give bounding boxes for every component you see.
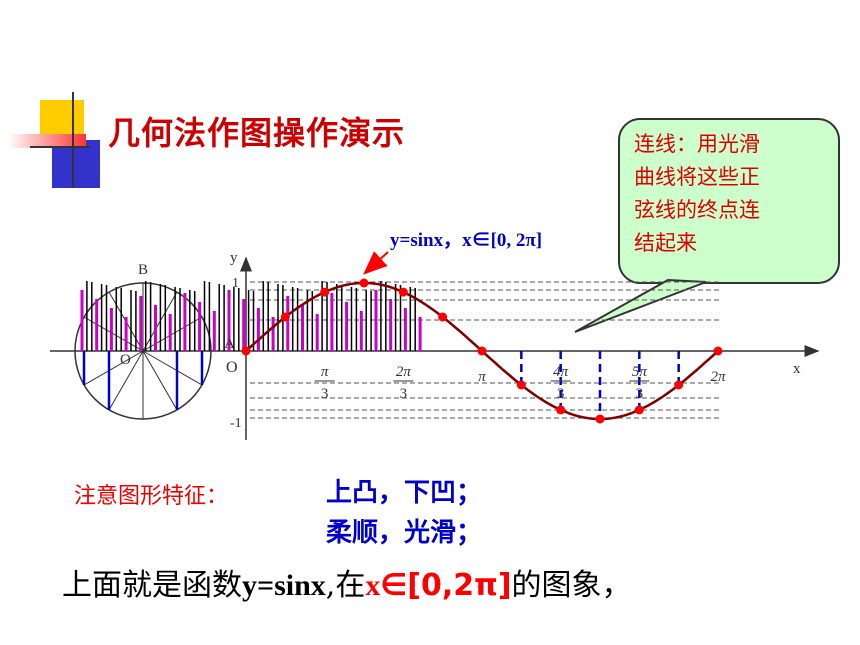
decor-red-bar (8, 134, 86, 148)
callout-line: 曲线将这些正 (634, 165, 760, 189)
point-a-label: A (224, 336, 235, 352)
curve-point (477, 346, 487, 356)
summary-interval: [0,2π] (407, 568, 512, 603)
y-axis-label: y (230, 250, 238, 266)
curve-point (516, 380, 526, 390)
summary-function: y=sinx (242, 569, 326, 602)
callout-tail (574, 278, 707, 333)
label-arrow (363, 251, 389, 275)
curve-point (556, 405, 566, 415)
curve-point (398, 287, 408, 297)
circle-sine-lines (82, 351, 204, 410)
vertical-sine-lines (520, 351, 680, 419)
decor-vertical-line (72, 92, 74, 188)
curve-point (320, 287, 330, 297)
x-tick-denominator: 3 (321, 386, 329, 402)
notes-label: 注意图形特征： (74, 484, 229, 509)
x-tick-numerator: π (321, 364, 329, 380)
y-tick-neg1: -1 (230, 416, 242, 431)
curve-point (359, 278, 369, 288)
x-tick-denominator: 3 (557, 386, 565, 402)
curve-point (241, 346, 251, 356)
curve-points (241, 278, 723, 424)
origin-label: O (226, 359, 238, 376)
x-tick-numerator: 2π (710, 369, 726, 385)
point-b-label: B (138, 262, 148, 278)
curve-point (634, 405, 644, 415)
callout-line: 弦线的终点连 (634, 198, 760, 222)
summary-middle: ,在 (325, 568, 366, 603)
x-tick-numerator: π (478, 369, 486, 385)
page-title: 几何法作图操作演示 (108, 114, 406, 152)
decor-horizontal-line (30, 146, 90, 148)
function-label: y=sinx，x∈[0, 2π] (390, 230, 542, 251)
x-tick-labels: π 3 2π 3 π 4π 3 5π 3 2π (314, 364, 726, 402)
curve-point (438, 312, 448, 322)
summary-suffix: 的图象， (511, 568, 632, 603)
decor-blue-square (52, 140, 100, 188)
notes-line-2: 柔顺，光滑； (326, 518, 483, 548)
callout-line: 结起来 (634, 231, 697, 255)
guide-lines (250, 281, 720, 419)
y-tick-1: 1 (232, 276, 239, 291)
x-tick-denominator: 3 (400, 386, 408, 402)
curve-point (713, 346, 723, 356)
curve-point (595, 414, 605, 424)
x-axis-label: x (793, 361, 801, 377)
summary-in-symbol: ∈ (380, 568, 408, 603)
circle-center-label: O (120, 352, 131, 368)
notes-line-1: 上凸，下凹； (326, 478, 483, 508)
summary-prefix: 上面就是函数 (62, 568, 242, 603)
x-tick-numerator: 4π (553, 364, 569, 380)
callout-box: 连线：用光滑 曲线将这些正 弦线的终点连 结起来 (618, 118, 840, 284)
x-tick-numerator: 5π (632, 364, 648, 380)
x-tick-numerator: 2π (396, 364, 412, 380)
summary-x: x (365, 569, 381, 602)
curve-point (674, 380, 684, 390)
curve-point (280, 312, 290, 322)
x-tick-denominator: 3 (636, 386, 644, 402)
summary-sentence: 上面就是函数y=sinx,在x∈[0,2π]的图象， (62, 560, 632, 604)
trace-lines (80, 281, 422, 351)
callout-line: 连线：用光滑 (634, 132, 760, 156)
